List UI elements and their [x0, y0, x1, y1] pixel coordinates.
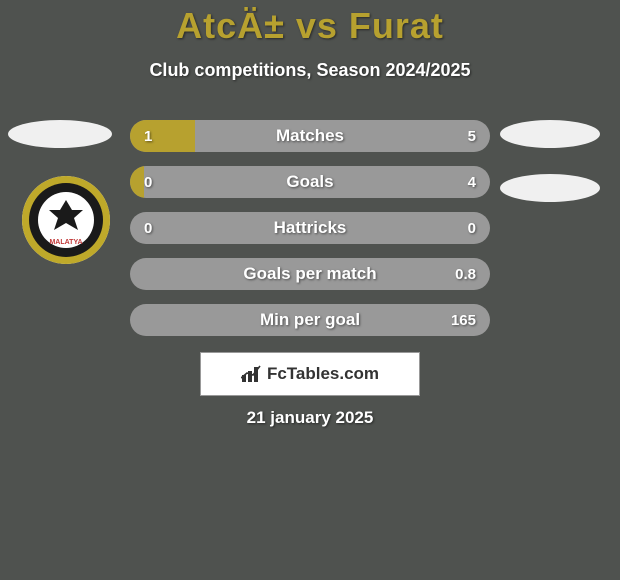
stat-value-right: 0.8	[455, 266, 476, 283]
club-crest-icon: MALATYA	[22, 176, 110, 264]
stat-label: Min per goal	[130, 310, 490, 330]
stat-value-right: 165	[451, 312, 476, 329]
fctables-label: FcTables.com	[267, 364, 379, 384]
logo-placeholder-top-left	[8, 120, 112, 148]
page-title: AtcÄ± vs Furat	[0, 5, 620, 47]
stat-value-right: 0	[468, 220, 476, 237]
subtitle: Club competitions, Season 2024/2025	[0, 60, 620, 81]
date-text: 21 january 2025	[0, 408, 620, 428]
comparison-panel: AtcÄ± vs Furat Club competitions, Season…	[0, 0, 620, 580]
fctables-watermark: FcTables.com	[200, 352, 420, 396]
stat-label: Hattricks	[130, 218, 490, 238]
stat-bar: Goals per match0.8	[130, 258, 490, 290]
stat-label: Goals per match	[130, 264, 490, 284]
club-badge-left: MALATYA	[22, 176, 110, 264]
stat-bar: 0Goals4	[130, 166, 490, 198]
stats-bars: 1Matches50Goals40Hattricks0Goals per mat…	[130, 120, 490, 336]
svg-text:MALATYA: MALATYA	[49, 239, 82, 246]
stat-value-right: 4	[468, 174, 476, 191]
stat-value-right: 5	[468, 128, 476, 145]
stat-bar: Min per goal165	[130, 304, 490, 336]
stat-bar: 0Hattricks0	[130, 212, 490, 244]
logo-placeholder-top-right	[500, 120, 600, 148]
stat-bar: 1Matches5	[130, 120, 490, 152]
logo-placeholder-mid-right	[500, 174, 600, 202]
stat-label: Matches	[130, 126, 490, 146]
bar-chart-icon	[241, 365, 261, 383]
stat-label: Goals	[130, 172, 490, 192]
